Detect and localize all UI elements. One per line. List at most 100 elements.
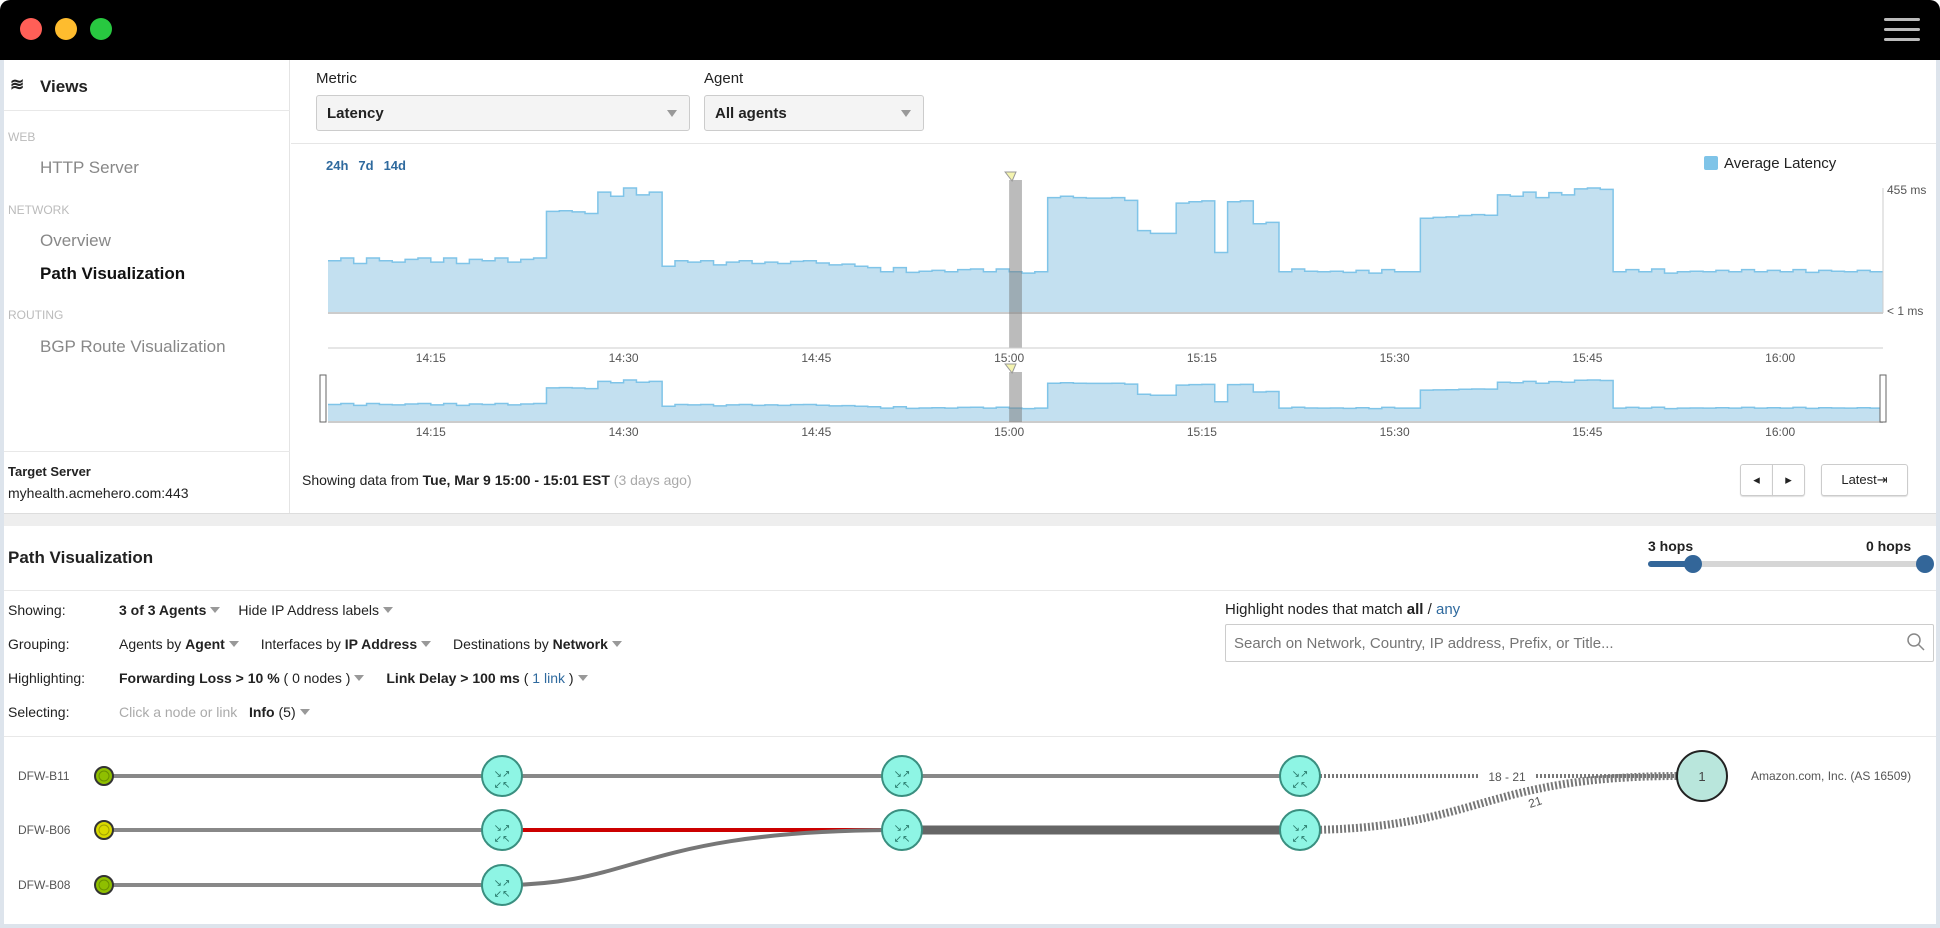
latest-button[interactable]: Latest⇥ — [1821, 464, 1908, 496]
latency-line — [328, 187, 1883, 274]
highlight-search-input[interactable] — [1225, 624, 1934, 662]
range-7d[interactable]: 7d — [358, 158, 374, 173]
chevron-down-icon — [901, 110, 911, 117]
section-web: WEB — [8, 130, 36, 144]
navigator-tick-label: 16:00 — [1765, 425, 1795, 439]
target-server-label: Target Server — [8, 464, 91, 479]
link-b08-merge[interactable] — [501, 828, 903, 887]
views-title: Views — [40, 77, 88, 96]
navigator-handle-right[interactable] — [1879, 374, 1887, 423]
sidebar-item-overview[interactable]: Overview — [40, 231, 111, 250]
path-diagram[interactable]: ↘↗↙↖ 18 - 21 21 DFW-B11 DFW-B06 DFW-B08 … — [0, 740, 1940, 925]
close-window-button[interactable] — [20, 18, 42, 40]
highlight-match-text: Highlight nodes that match all / any — [1225, 601, 1461, 618]
y-tick-bottom: < 1 ms — [1887, 304, 1923, 318]
tick-label: 15:30 — [1380, 351, 1410, 365]
router-icon[interactable] — [1279, 755, 1321, 797]
match-any-option[interactable]: any — [1435, 601, 1461, 618]
y-tick-top: 455 ms — [1887, 183, 1926, 197]
sidebar: ≋ Views WEB HTTP Server NETWORK Overview… — [4, 60, 290, 513]
highlighting-label: Highlighting: — [8, 670, 86, 686]
status-text: Showing data from Tue, Mar 9 15:00 - 15:… — [302, 472, 692, 488]
router-icon[interactable] — [481, 864, 523, 906]
layers-icon: ≋ — [10, 75, 25, 94]
destination-label: Amazon.com, Inc. (AS 16509) — [1751, 769, 1911, 783]
maximize-window-button[interactable] — [90, 18, 112, 40]
section-divider — [4, 513, 1936, 526]
agent-node-dfw-b11[interactable] — [94, 766, 114, 786]
hops-slider[interactable] — [1648, 555, 1934, 573]
navigator-tick-label: 14:30 — [609, 425, 639, 439]
group-interfaces-dropdown[interactable]: Interfaces by IP Address — [260, 636, 418, 652]
agent-node-dfw-b08[interactable] — [94, 875, 114, 895]
router-icon[interactable] — [881, 809, 923, 851]
app-frame — [0, 60, 1940, 928]
navigator-tick-label: 15:15 — [1187, 425, 1217, 439]
navigator-tick-label: 14:45 — [801, 425, 831, 439]
navigator-selected-window — [1009, 372, 1022, 422]
metric-select[interactable]: Latency — [316, 95, 690, 131]
target-server-value: myhealth.acmehero.com:443 — [8, 485, 189, 501]
metric-value: Latency — [327, 105, 384, 122]
link-unknown-hops-2[interactable] — [1299, 772, 1681, 834]
chevron-down-icon — [667, 110, 677, 117]
navigator-handle-left[interactable] — [319, 374, 327, 423]
agent-label-dfw-b08: DFW-B08 — [18, 878, 71, 892]
hops-slider-handle-left[interactable] — [1684, 555, 1702, 573]
tick-label: 15:00 — [994, 351, 1024, 365]
router-icon[interactable] — [481, 809, 523, 851]
agents-filter[interactable]: 3 of 3 Agents — [119, 602, 207, 618]
tick-label: 16:00 — [1765, 351, 1795, 365]
minimize-window-button[interactable] — [55, 18, 77, 40]
sidebar-item-http-server[interactable]: HTTP Server — [40, 158, 139, 177]
legend-label: Average Latency — [1724, 155, 1837, 172]
hops-left-label: 3 hops — [1648, 538, 1694, 554]
group-agents-dropdown[interactable]: Agents by Agent — [119, 636, 225, 652]
range-24h[interactable]: 24h — [326, 158, 349, 173]
section-routing: ROUTING — [8, 308, 64, 322]
navigator-tick-label: 15:45 — [1572, 425, 1602, 439]
metric-label: Metric — [316, 70, 357, 87]
chevron-right-icon: ▸ — [1785, 472, 1792, 487]
hamburger-icon[interactable] — [1884, 18, 1920, 42]
selection-marker-icon — [1004, 171, 1017, 182]
range-14d[interactable]: 14d — [383, 158, 406, 173]
tick-label: 14:15 — [416, 351, 446, 365]
delay-link-count[interactable]: 1 link — [532, 670, 565, 686]
match-all-option[interactable]: all — [1406, 601, 1424, 618]
ip-labels-toggle[interactable]: Hide IP Address labels — [238, 602, 379, 618]
tick-label: 14:45 — [801, 351, 831, 365]
info-dropdown[interactable]: Info (5) — [248, 704, 296, 720]
router-icon[interactable] — [881, 755, 923, 797]
router-icon[interactable] — [481, 755, 523, 797]
selected-window — [1009, 180, 1022, 348]
agent-select[interactable]: All agents — [704, 95, 924, 131]
destination-node[interactable]: 1 — [1676, 750, 1728, 802]
views-header: ≋ Views — [4, 60, 290, 111]
prev-button[interactable]: ◂ — [1740, 464, 1773, 496]
forwarding-loss-dropdown[interactable]: Forwarding Loss > 10 % ( 0 nodes ) — [119, 670, 351, 686]
link-delay-dropdown[interactable]: Link Delay > 100 ms ( 1 link ) — [386, 670, 574, 686]
path-visualization-title: Path Visualization — [8, 548, 154, 567]
hops-slider-handle-right[interactable] — [1916, 555, 1934, 573]
tick-label: 15:15 — [1187, 351, 1217, 365]
group-destinations-dropdown[interactable]: Destinations by Network — [453, 636, 608, 652]
selecting-label: Selecting: — [8, 704, 70, 720]
status-prefix: Showing data from — [302, 472, 423, 488]
sidebar-item-path-visualization[interactable]: Path Visualization — [40, 264, 186, 283]
router-icon[interactable] — [1279, 809, 1321, 851]
agent-label-dfw-b06: DFW-B06 — [18, 823, 71, 837]
sidebar-item-bgp-route-visualization[interactable]: BGP Route Visualization — [40, 337, 226, 356]
agent-node-dfw-b06[interactable] — [94, 820, 114, 840]
links[interactable] — [104, 768, 1681, 887]
grouping-label: Grouping: — [8, 636, 70, 652]
status-range: Tue, Mar 9 15:00 - 15:01 EST — [422, 472, 610, 488]
tick-label: 15:45 — [1572, 351, 1602, 365]
legend-swatch — [1704, 156, 1718, 170]
latency-chart[interactable]: 14:15 14:30 14:45 15:00 15:15 15:30 15:45 16:00… — [0, 0, 1940, 460]
agent-label: Agent — [704, 70, 744, 87]
next-button[interactable]: ▸ — [1772, 464, 1805, 496]
tick-label: 14:30 — [609, 351, 639, 365]
navigator-latency-line — [328, 379, 1883, 410]
link-label-18-21: 18 - 21 — [1488, 770, 1526, 784]
